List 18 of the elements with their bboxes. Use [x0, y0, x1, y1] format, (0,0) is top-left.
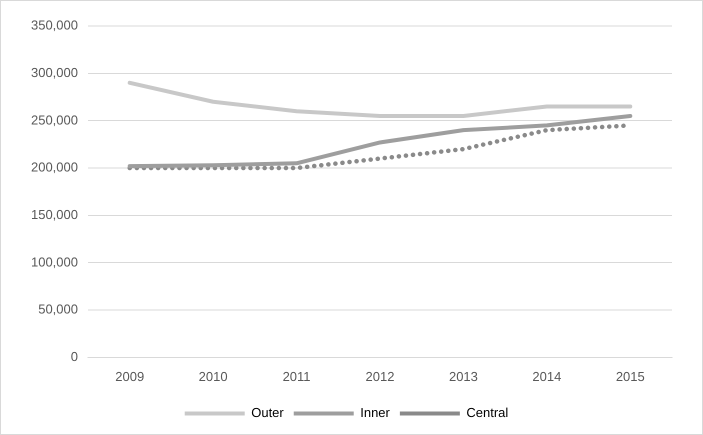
x-tick-label: 2011	[282, 368, 311, 384]
y-tick-label: 150,000	[30, 206, 78, 222]
x-tick-label: 2012	[366, 368, 394, 384]
y-tick-label: 300,000	[30, 64, 78, 80]
y-tick-label: 0	[70, 348, 78, 364]
x-tick-label: 2014	[532, 368, 562, 384]
y-tick-label: 100,000	[30, 254, 78, 270]
y-tick-label: 200,000	[30, 160, 78, 175]
x-tick-label: 2015	[616, 368, 645, 384]
x-tick-label: 2010	[198, 368, 228, 384]
x-tick-label: 2013	[448, 368, 478, 384]
x-tick-label: 2009	[115, 368, 144, 384]
y-tick-label: 350,000	[30, 18, 78, 33]
y-tick-label: 50,000	[38, 302, 78, 317]
y-tick-label: 250,000	[30, 112, 78, 128]
legend-label: Central	[466, 405, 508, 420]
legend-label: Inner	[360, 405, 391, 420]
legend-label: Outer	[251, 405, 284, 420]
